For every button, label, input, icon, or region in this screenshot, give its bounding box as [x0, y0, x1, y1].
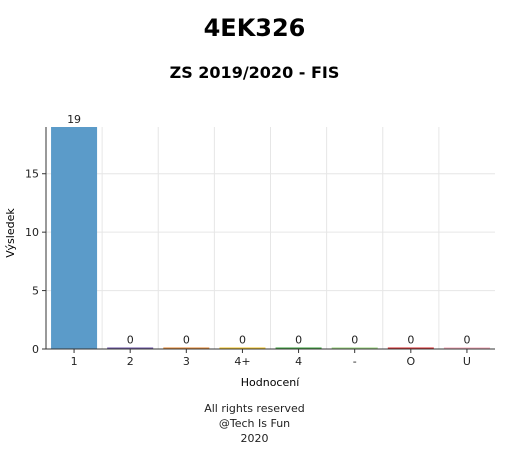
x-tick-label: 3: [183, 355, 190, 368]
grid-lines: [46, 127, 495, 350]
bar-chart: 19 0 0 0 0 0 0 0 0 5 10 15 1 2 3 4+ 4 - O U Výsledek Hodno…: [4, 113, 495, 389]
bar-value-label: 0: [239, 334, 246, 347]
x-tick-label: U: [463, 355, 471, 368]
bar-value-label: 19: [67, 113, 81, 126]
bar-value-label: 0: [463, 334, 470, 347]
bar--[interactable]: [331, 347, 378, 350]
bar-O[interactable]: [387, 347, 434, 350]
y-tick-label: 0: [32, 343, 39, 356]
footer-author: @Tech Is Fun: [218, 417, 291, 430]
bar-4[interactable]: [275, 347, 322, 350]
x-tick-label: 4+: [234, 355, 250, 368]
bar-value-label: 0: [295, 334, 302, 347]
footer: All rights reserved @Tech Is Fun 2020: [0, 401, 509, 446]
x-tick-label: O: [406, 355, 415, 368]
bar-3[interactable]: [163, 347, 210, 350]
x-tick-label: 1: [71, 355, 78, 368]
y-tick-label: 10: [25, 226, 39, 239]
y-tick-label: 15: [25, 168, 39, 181]
x-tick-label: -: [353, 355, 357, 368]
y-axis-label: Výsledek: [4, 208, 17, 258]
x-axis-label: Hodnocení: [241, 376, 300, 389]
bar-4+[interactable]: [219, 347, 266, 350]
x-tick-label: 2: [127, 355, 134, 368]
y-tick-label: 5: [32, 285, 39, 298]
bar-value-label: 0: [183, 334, 190, 347]
footer-year: 2020: [240, 432, 269, 445]
bar-1[interactable]: [51, 127, 98, 349]
bars: 19 0 0 0 0 0 0 0: [51, 113, 490, 349]
bar-value-label: 0: [127, 334, 134, 347]
chart-subtitle: ZS 2019/2020 - FIS: [169, 63, 340, 82]
axes: 0 5 10 15 1 2 3 4+ 4 - O U: [25, 127, 495, 368]
bar-value-label: 0: [351, 334, 358, 347]
bar-value-label: 0: [407, 334, 414, 347]
bar-2[interactable]: [107, 347, 154, 350]
x-tick-label: 4: [295, 355, 302, 368]
bar-U[interactable]: [443, 347, 490, 350]
footer-rights: All rights reserved: [204, 402, 305, 415]
chart-title: 4EK326: [203, 14, 306, 42]
